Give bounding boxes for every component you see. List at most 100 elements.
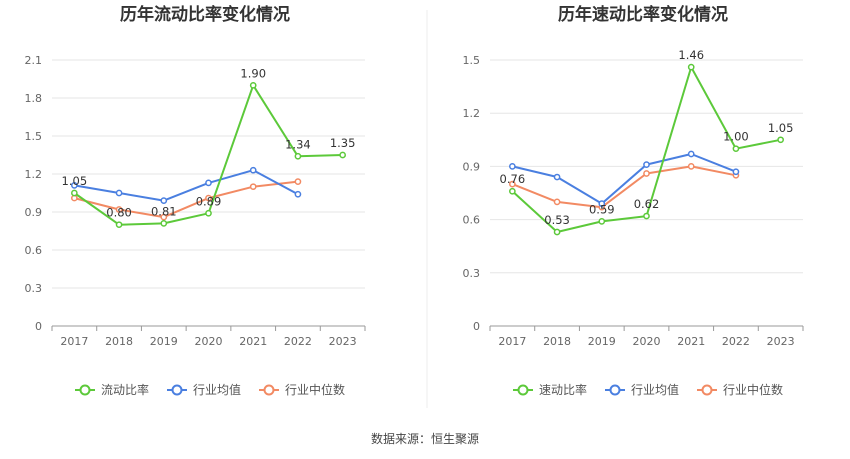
data-point-main [205, 209, 212, 217]
legend-label: 速动比率 [539, 382, 587, 397]
data-label: 1.90 [240, 66, 266, 80]
data-point-main [115, 221, 123, 229]
legend-swatch-marker [609, 384, 621, 396]
x-tick-label: 2022 [284, 335, 312, 348]
series-line-median [512, 165, 737, 209]
data-point-median [643, 170, 650, 177]
data-point-avg [509, 163, 516, 170]
data-point-avg [687, 150, 695, 158]
data-point-main [249, 81, 257, 89]
x-tick-label: 2020 [195, 335, 223, 348]
x-tick-label: 2023 [767, 335, 795, 348]
data-label: 1.34 [285, 137, 311, 151]
legend-swatch-marker [701, 384, 713, 396]
data-label: 0.76 [500, 172, 526, 186]
data-point-avg [553, 173, 561, 181]
x-tick-label: 2018 [543, 335, 571, 348]
y-tick-label: 2.1 [25, 54, 43, 67]
data-label: 0.62 [634, 197, 660, 211]
data-point-main [71, 189, 78, 197]
data-point-median [687, 163, 695, 170]
legend-swatch-marker [171, 384, 183, 396]
data-point-main [598, 218, 606, 225]
y-tick-label: 0.3 [25, 282, 43, 295]
y-tick-label: 0 [473, 320, 480, 333]
data-point-main [553, 228, 561, 236]
y-tick-label: 0.9 [463, 160, 481, 173]
data-point-median [553, 198, 561, 206]
y-tick-label: 0.6 [25, 244, 43, 257]
x-tick-label: 2017 [60, 335, 88, 348]
legend-item-avg: 行业均值 [605, 382, 679, 397]
x-tick-label: 2022 [722, 335, 750, 348]
y-tick-label: 0.9 [25, 206, 43, 219]
data-label: 0.53 [544, 213, 570, 227]
data-point-avg [294, 190, 302, 198]
data-label: 1.05 [768, 121, 794, 135]
data-label: 0.80 [106, 206, 132, 220]
y-tick-label: 1.5 [25, 130, 43, 143]
data-label: 1.35 [330, 136, 356, 150]
legend-label: 行业中位数 [285, 382, 345, 397]
legend-item-avg: 行业均值 [167, 382, 241, 397]
data-label: 1.05 [62, 174, 88, 188]
source-note: 数据来源：恒生聚源 [371, 431, 479, 446]
data-point-main [509, 187, 516, 195]
data-point-avg [643, 161, 650, 168]
y-tick-label: 0.3 [463, 267, 481, 280]
data-point-avg [205, 179, 212, 187]
data-point-main [339, 151, 346, 159]
data-point-main [777, 136, 784, 144]
legend-swatch-marker [79, 384, 91, 396]
y-tick-label: 1.2 [25, 168, 43, 181]
x-tick-label: 2020 [633, 335, 661, 348]
data-label: 0.89 [196, 194, 222, 208]
data-point-avg [71, 182, 78, 189]
y-tick-label: 1.2 [463, 107, 481, 120]
legend-item-main: 流动比率 [75, 382, 149, 397]
quick-ratio-chart: 历年速动比率变化情况 0 0.3 0.6 0.9 1.2 1.5 2017 2018 2019 20… [463, 4, 804, 397]
data-label: 0.81 [151, 204, 177, 218]
x-tick-label: 2018 [105, 335, 133, 348]
data-point-main [732, 145, 740, 153]
legend-swatch-marker [263, 384, 275, 396]
x-tick-label: 2019 [588, 335, 616, 348]
legend-swatch-marker [517, 384, 529, 396]
y-tick-label: 1.8 [25, 92, 43, 105]
data-point-median [249, 183, 257, 191]
data-point-main [294, 152, 302, 160]
legend-label: 行业中位数 [723, 382, 783, 397]
data-point-main [687, 63, 695, 71]
legend-label: 行业均值 [631, 382, 679, 397]
y-tick-label: 0 [35, 320, 42, 333]
current-ratio-chart: 历年流动比率变化情况 0 0.3 0.6 0.9 1.2 1.5 1.8 2.1 2017 2018… [25, 4, 366, 397]
series-line-median [74, 180, 299, 219]
data-label: 0.59 [589, 202, 615, 216]
legend-label: 流动比率 [101, 382, 149, 397]
legend-label: 行业均值 [193, 382, 241, 397]
x-tick-label: 2017 [498, 335, 526, 348]
series-line-avg [512, 153, 737, 205]
chart-title: 历年流动比率变化情况 [120, 4, 290, 25]
y-tick-label: 0.6 [463, 214, 481, 227]
data-label: 1.46 [678, 48, 704, 62]
data-point-median [509, 180, 516, 188]
data-point-avg [160, 197, 168, 204]
x-tick-label: 2021 [239, 335, 267, 348]
x-tick-label: 2019 [150, 335, 178, 348]
x-tick-label: 2023 [329, 335, 357, 348]
data-point-avg [598, 200, 606, 207]
data-point-avg [115, 189, 123, 197]
data-point-main [643, 212, 650, 220]
chart-title: 历年速动比率变化情况 [558, 4, 728, 25]
data-point-avg [732, 168, 740, 176]
data-point-main [160, 220, 168, 227]
y-tick-label: 1.5 [463, 54, 481, 67]
data-point-median [294, 178, 302, 185]
legend-item-median: 行业中位数 [697, 382, 783, 397]
legend-item-median: 行业中位数 [259, 382, 345, 397]
data-point-median [115, 206, 123, 213]
data-label: 1.00 [723, 130, 749, 144]
legend-item-main: 速动比率 [513, 382, 587, 397]
